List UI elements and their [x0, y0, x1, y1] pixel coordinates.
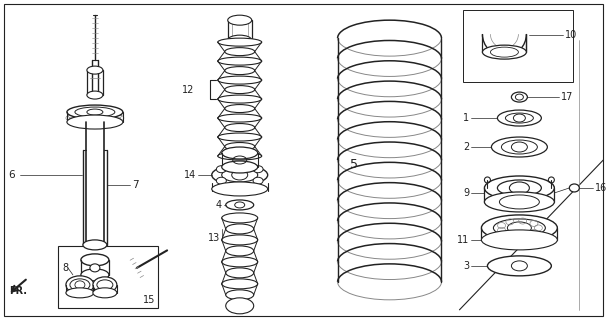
Ellipse shape — [225, 142, 255, 150]
Ellipse shape — [81, 269, 109, 281]
Ellipse shape — [482, 45, 526, 59]
Ellipse shape — [512, 261, 527, 271]
Ellipse shape — [83, 240, 107, 250]
Text: 5: 5 — [350, 158, 357, 172]
Text: 8: 8 — [62, 263, 68, 273]
Ellipse shape — [66, 288, 94, 298]
Ellipse shape — [507, 222, 532, 234]
Ellipse shape — [501, 140, 537, 154]
Text: 6: 6 — [9, 170, 15, 180]
Ellipse shape — [218, 95, 262, 103]
Ellipse shape — [225, 124, 255, 132]
Text: 4: 4 — [216, 200, 222, 210]
Ellipse shape — [66, 276, 94, 294]
Ellipse shape — [222, 257, 258, 267]
Text: 7: 7 — [132, 180, 138, 190]
Text: 11: 11 — [457, 235, 470, 245]
Ellipse shape — [218, 114, 262, 122]
Ellipse shape — [253, 166, 263, 173]
Bar — [463, 10, 573, 82]
Ellipse shape — [234, 202, 245, 208]
Bar — [58, 246, 158, 308]
Ellipse shape — [487, 256, 551, 276]
Ellipse shape — [499, 195, 540, 209]
Ellipse shape — [253, 177, 263, 184]
Ellipse shape — [87, 91, 103, 99]
Ellipse shape — [515, 94, 523, 100]
Ellipse shape — [226, 268, 254, 278]
Ellipse shape — [509, 182, 529, 194]
Ellipse shape — [484, 176, 554, 200]
Ellipse shape — [67, 105, 123, 119]
Text: 17: 17 — [561, 92, 574, 102]
Ellipse shape — [482, 215, 557, 241]
Ellipse shape — [225, 105, 255, 113]
Ellipse shape — [226, 298, 254, 314]
Text: 2: 2 — [463, 142, 470, 152]
Ellipse shape — [490, 47, 518, 57]
Ellipse shape — [225, 85, 255, 93]
Ellipse shape — [513, 114, 526, 122]
Ellipse shape — [212, 165, 268, 185]
Text: 16: 16 — [596, 183, 608, 193]
Ellipse shape — [87, 109, 103, 115]
Ellipse shape — [222, 213, 258, 223]
Ellipse shape — [222, 168, 258, 182]
Ellipse shape — [218, 133, 262, 141]
Ellipse shape — [493, 219, 545, 237]
Ellipse shape — [218, 76, 262, 84]
Ellipse shape — [498, 110, 541, 126]
Ellipse shape — [498, 180, 541, 196]
Ellipse shape — [484, 192, 554, 212]
Ellipse shape — [216, 177, 227, 184]
Text: 1: 1 — [463, 113, 470, 123]
Ellipse shape — [218, 38, 262, 46]
Bar — [232, 22, 248, 38]
Text: 13: 13 — [208, 233, 220, 243]
Ellipse shape — [93, 288, 117, 298]
Text: 9: 9 — [463, 188, 470, 198]
Ellipse shape — [232, 170, 248, 180]
Ellipse shape — [491, 137, 547, 157]
Bar — [228, 20, 252, 40]
Ellipse shape — [228, 15, 252, 25]
Ellipse shape — [218, 57, 262, 65]
Text: 12: 12 — [182, 84, 195, 95]
Ellipse shape — [482, 230, 557, 250]
Text: 10: 10 — [565, 30, 577, 40]
Ellipse shape — [222, 147, 258, 159]
Ellipse shape — [81, 254, 109, 266]
Text: FR.: FR. — [9, 286, 27, 296]
Ellipse shape — [225, 48, 255, 56]
Ellipse shape — [505, 113, 533, 123]
Ellipse shape — [93, 277, 117, 293]
Text: 14: 14 — [183, 170, 195, 180]
Text: 15: 15 — [143, 295, 155, 305]
Ellipse shape — [70, 279, 90, 291]
Ellipse shape — [226, 224, 254, 234]
Ellipse shape — [512, 142, 527, 152]
Ellipse shape — [222, 161, 258, 173]
Ellipse shape — [228, 35, 252, 45]
Ellipse shape — [216, 166, 227, 173]
Ellipse shape — [226, 246, 254, 256]
Ellipse shape — [222, 235, 258, 245]
Ellipse shape — [222, 279, 258, 289]
Bar — [87, 70, 103, 95]
Ellipse shape — [67, 115, 123, 129]
Ellipse shape — [226, 290, 254, 300]
Ellipse shape — [512, 92, 527, 102]
Ellipse shape — [225, 67, 255, 75]
Ellipse shape — [226, 200, 254, 210]
Ellipse shape — [212, 182, 268, 196]
Text: 3: 3 — [463, 261, 470, 271]
Ellipse shape — [75, 107, 115, 117]
Ellipse shape — [218, 152, 262, 160]
Ellipse shape — [569, 184, 579, 192]
Ellipse shape — [87, 66, 103, 74]
Ellipse shape — [90, 264, 100, 272]
